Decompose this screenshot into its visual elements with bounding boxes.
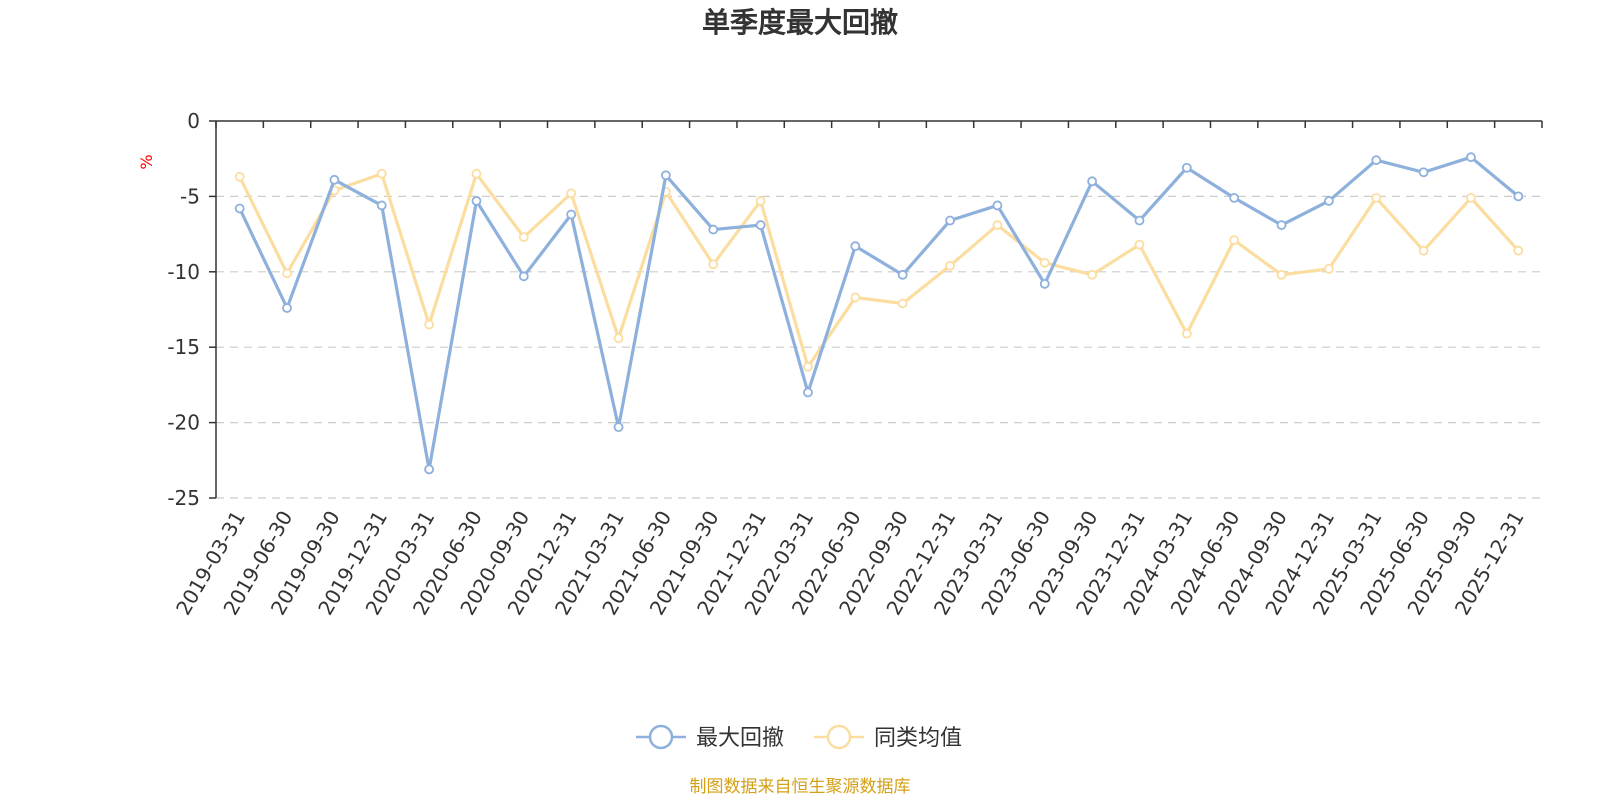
data-point-0 (708, 224, 719, 235)
data-point-1 (992, 220, 1003, 230)
data-point-0 (1087, 176, 1098, 187)
axes: 0-5-10-15-20-252019-03-312019-06-302019-… (167, 109, 1543, 619)
y-tick-label: 0 (187, 109, 200, 133)
data-point-0 (897, 269, 908, 280)
chart-title: 单季度最大回撤 (702, 6, 898, 39)
data-point-0 (945, 215, 955, 226)
y-axis-unit: % (137, 154, 156, 169)
data-point-1 (897, 298, 908, 309)
data-point-1 (1276, 269, 1287, 280)
legend-circle-icon (826, 724, 852, 750)
data-point-1 (945, 260, 955, 271)
data-point-0 (1181, 162, 1192, 173)
legend[interactable]: 最大回撤 同类均值 (636, 724, 962, 751)
data-point-1 (850, 292, 861, 303)
grid-lines (216, 195, 1542, 499)
series-layer (234, 152, 1524, 475)
data-point-1 (755, 196, 766, 206)
data-point-0 (992, 200, 1003, 211)
data-point-0 (755, 220, 766, 230)
data-point-0 (1418, 167, 1429, 178)
data-point-0 (660, 170, 671, 181)
data-point-0 (234, 203, 245, 214)
data-point-1 (471, 168, 482, 179)
data-point-0 (1229, 193, 1240, 203)
data-point-0 (1466, 152, 1476, 163)
legend-item-1[interactable]: 同类均值 (814, 724, 962, 751)
legend-label: 最大回撤 (696, 726, 784, 751)
data-point-1 (282, 268, 292, 279)
y-tick-label: -25 (167, 486, 200, 510)
data-point-1 (613, 333, 624, 344)
data-point-1 (234, 171, 245, 182)
data-point-1 (1466, 193, 1476, 203)
data-point-1 (1418, 245, 1429, 256)
data-point-0 (803, 387, 813, 398)
data-point-0 (566, 209, 577, 220)
data-point-1 (518, 232, 529, 243)
data-point-1 (1087, 269, 1098, 280)
data-point-1 (1371, 193, 1382, 203)
data-point-0 (1276, 220, 1287, 230)
data-point-0 (1134, 215, 1145, 226)
data-point-0 (850, 241, 861, 252)
legend-label: 同类均值 (874, 726, 962, 751)
y-tick-label: -5 (180, 184, 200, 208)
data-point-0 (1513, 191, 1524, 202)
data-point-1 (424, 319, 435, 330)
data-point-1 (803, 361, 813, 372)
data-point-0 (471, 196, 482, 206)
data-point-1 (1229, 235, 1240, 246)
data-point-0 (424, 464, 435, 475)
data-point-1 (1181, 328, 1192, 339)
data-point-1 (1323, 263, 1334, 274)
y-tick-label: -20 (167, 411, 200, 435)
data-point-0 (1039, 278, 1050, 289)
legend-circle-icon (648, 724, 674, 750)
data-point-0 (329, 174, 340, 185)
data-point-0 (376, 200, 387, 211)
data-point-1 (376, 168, 387, 179)
series-line-1 (238, 172, 1520, 369)
source-note: 制图数据来自恒生聚源数据库 (690, 777, 911, 797)
data-point-1 (1039, 257, 1050, 268)
legend-item-0[interactable]: 最大回撤 (636, 724, 784, 751)
data-point-0 (613, 422, 624, 433)
data-point-0 (518, 271, 529, 282)
y-tick-label: -10 (167, 260, 200, 284)
data-point-0 (1323, 196, 1334, 206)
data-point-1 (708, 259, 719, 270)
data-point-1 (1513, 245, 1524, 256)
y-tick-label: -15 (167, 335, 200, 359)
data-point-0 (1371, 155, 1382, 166)
data-point-1 (566, 188, 577, 199)
data-point-0 (282, 303, 292, 313)
data-point-1 (1134, 239, 1145, 250)
series-line-0 (238, 155, 1520, 471)
